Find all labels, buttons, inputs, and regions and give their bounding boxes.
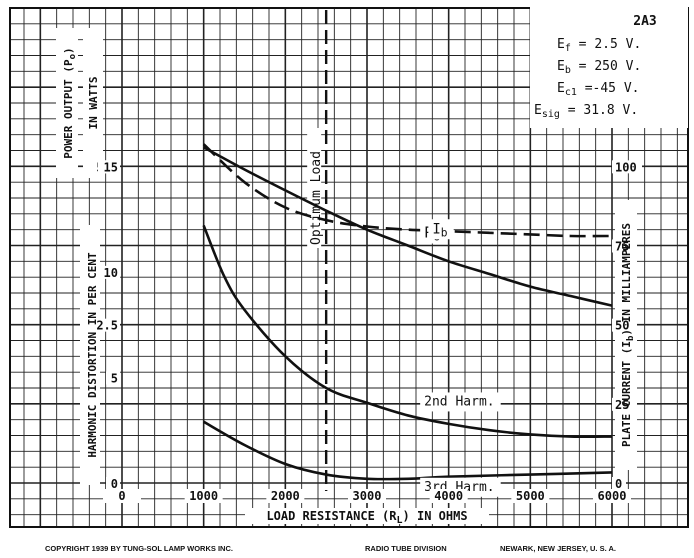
tick-mask	[103, 489, 141, 503]
tick-mask	[612, 477, 626, 490]
x-tick-label: 0	[118, 489, 125, 503]
tick-mask	[348, 489, 386, 503]
current-tick-label: 50	[615, 319, 629, 333]
axis-titles: POWER OUTPUT (Po) IN WATTS HARMONIC DISTOR…	[62, 47, 636, 526]
distortion-tick-label: 15	[104, 160, 118, 174]
label-mask	[530, 4, 688, 128]
optimum-label-mask	[307, 128, 322, 248]
tick-mask	[98, 160, 120, 174]
current-tick-label: 75	[615, 240, 629, 254]
x-axis-title: LOAD RESISTANCE (RL) IN OHMS	[266, 509, 467, 526]
power-tick-label: 2.5	[96, 319, 118, 333]
tick-mask	[106, 371, 120, 385]
power-axis-title-units: IN WATTS	[87, 77, 100, 130]
tick-mask	[511, 489, 550, 503]
tick-mask	[612, 239, 634, 253]
distortion-tick-label: 0	[111, 477, 118, 491]
x-tick-label: 6000	[598, 489, 627, 503]
current-tick-label: 0	[615, 477, 622, 491]
axis-tick-labels: 01000200030004000500060002.55.0051015025…	[90, 160, 642, 503]
x-tick-label: 4000	[434, 489, 463, 503]
x-tick-label: 5000	[516, 489, 545, 503]
x-tick-label: 1000	[189, 489, 218, 503]
operating-condition-c1: Ec1 =-45 V.	[557, 81, 640, 98]
tick-mask	[612, 397, 634, 411]
x-tick-label: 3000	[353, 489, 382, 503]
series-2nd-harm-line	[202, 224, 613, 439]
series-label-mask	[420, 392, 501, 412]
label-mask	[83, 28, 103, 178]
tick-mask	[429, 489, 468, 503]
optimum-load-marker: Optimum Load	[307, 10, 328, 491]
series-3rd-harm-line	[203, 420, 613, 481]
tick-mask	[266, 489, 305, 503]
tick-mask	[184, 489, 223, 503]
optimum-load-label: Optimum Load	[309, 151, 324, 245]
label-mask	[80, 225, 100, 485]
distortion-tick-label: 10	[104, 266, 118, 280]
series-label-2nd-harm: 2nd Harm.	[424, 394, 494, 409]
series-label-mask	[428, 219, 454, 240]
tick-mask	[90, 318, 120, 332]
footer-location: NEWARK, NEW JERSEY, U. S. A.	[500, 544, 616, 553]
chart-frame	[9, 7, 689, 528]
distortion-tick-label: 5	[111, 371, 118, 385]
label-mask	[56, 28, 78, 178]
operating-condition-f: Ef = 2.5 V.	[557, 37, 641, 54]
x-tick-label: 2000	[271, 489, 300, 503]
chart-grid	[9, 4, 689, 528]
operating-condition-b: Eb = 250 V.	[557, 59, 641, 76]
chart-footer: COPYRIGHT 1939 BY TUNG-SOL LAMP WORKS IN…	[45, 544, 616, 553]
tick-mask	[612, 160, 642, 174]
series-po-line	[203, 146, 613, 307]
tick-mask	[106, 477, 120, 490]
tick-mask	[612, 318, 634, 332]
footer-division: RADIO TUBE DIVISION	[365, 544, 447, 553]
tube-info-box: 2A3 Ef = 2.5 V. Eb = 250 V. Ec1 =-45 V. Esig…	[534, 14, 657, 120]
tick-mask	[593, 489, 631, 503]
series-label-ib: Ib	[432, 221, 447, 239]
x-title-mask	[245, 508, 489, 524]
current-tick-label: 25	[615, 398, 629, 412]
power-axis-title: POWER OUTPUT (Po)	[62, 47, 78, 158]
distortion-axis-title: HARMONIC DISTORTION IN PER CENT	[86, 252, 99, 458]
current-tick-label: 100	[615, 160, 637, 174]
current-axis-title: PLATE CURRENT (Ib) IN MILLIAMPERES	[620, 223, 636, 447]
tick-mask	[98, 265, 120, 279]
tube-type-label: 2A3	[633, 14, 656, 29]
operating-condition-sig: Esig = 31.8 V.	[534, 103, 638, 120]
footer-copyright: COPYRIGHT 1939 BY TUNG-SOL LAMP WORKS IN…	[45, 544, 233, 553]
